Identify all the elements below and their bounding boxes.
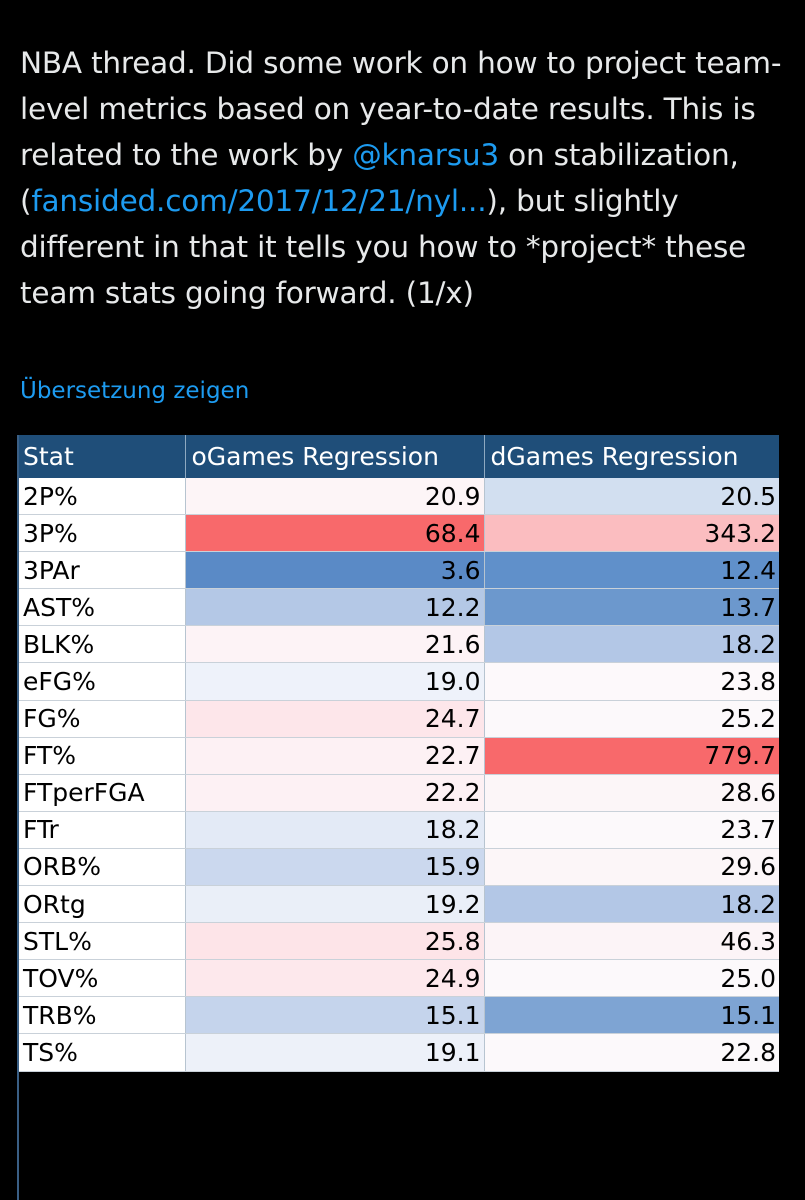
table-left-border xyxy=(17,435,19,1200)
cell-ogames: 20.9 xyxy=(185,478,485,516)
cell-dgames: 23.7 xyxy=(484,811,779,849)
cell-stat: FTr xyxy=(17,811,186,849)
cell-stat: STL% xyxy=(17,922,186,961)
header-stat: Stat xyxy=(17,435,186,478)
tweet-text: NBA thread. Did some work on how to proj… xyxy=(20,40,795,316)
cell-dgames: 22.8 xyxy=(484,1033,779,1072)
translate-link[interactable]: Übersetzung zeigen xyxy=(20,378,250,404)
cell-dgames: 779.7 xyxy=(484,737,779,775)
cell-ogames: 19.1 xyxy=(185,1033,485,1072)
table-row: 3P% 68.4 343.2 xyxy=(17,514,779,553)
cell-ogames: 22.2 xyxy=(185,774,485,812)
cell-ogames: 24.9 xyxy=(185,959,485,998)
tweet-text-part2: on stabilization, ( xyxy=(20,138,739,218)
cell-ogames: 68.4 xyxy=(185,514,485,553)
cell-stat: ORB% xyxy=(17,848,186,887)
table-row: eFG% 19.0 23.8 xyxy=(17,662,779,701)
table-row: FG% 24.7 25.2 xyxy=(17,700,779,738)
cell-dgames: 23.8 xyxy=(484,662,779,701)
cell-ogames: 21.6 xyxy=(185,625,485,664)
table-row: 2P% 20.9 20.5 xyxy=(17,478,779,516)
cell-stat: 3P% xyxy=(17,514,186,553)
cell-stat: 3PAr xyxy=(17,551,186,590)
article-link[interactable]: fansided.com/2017/12/21/nyl... xyxy=(31,184,487,218)
cell-stat: ORtg xyxy=(17,885,186,924)
regression-table: Stat oGames Regression dGames Regression… xyxy=(17,435,779,1072)
table-row: STL% 25.8 46.3 xyxy=(17,922,779,961)
cell-ogames: 3.6 xyxy=(185,551,485,590)
cell-ogames: 25.8 xyxy=(185,922,485,961)
cell-stat: FT% xyxy=(17,737,186,775)
header-dgames: dGames Regression xyxy=(484,435,779,478)
mention-link[interactable]: @knarsu3 xyxy=(352,138,499,172)
cell-stat: TRB% xyxy=(17,996,186,1035)
tweet-text-part1: NBA thread. Did some work on how to proj… xyxy=(20,46,782,172)
cell-stat: BLK% xyxy=(17,625,186,664)
cell-stat: TS% xyxy=(17,1033,186,1072)
cell-stat: TOV% xyxy=(17,959,186,998)
table-row: ORtg 19.2 18.2 xyxy=(17,885,779,924)
table-row: TS% 19.1 22.8 xyxy=(17,1033,779,1072)
table-row: AST% 12.2 13.7 xyxy=(17,588,779,627)
cell-dgames: 343.2 xyxy=(484,514,779,553)
header-ogames: oGames Regression xyxy=(185,435,485,478)
tweet-text-part3: ), but slightly different in that it tel… xyxy=(20,184,747,310)
stats-table-image[interactable]: Stat oGames Regression dGames Regression… xyxy=(17,435,779,1072)
cell-ogames: 24.7 xyxy=(185,700,485,738)
table-row: TOV% 24.9 25.0 xyxy=(17,959,779,998)
table-row: BLK% 21.6 18.2 xyxy=(17,625,779,664)
table-row: FT% 22.7 779.7 xyxy=(17,737,779,775)
cell-ogames: 19.2 xyxy=(185,885,485,924)
cell-stat: FTperFGA xyxy=(17,774,186,812)
cell-stat: FG% xyxy=(17,700,186,738)
cell-dgames: 12.4 xyxy=(484,551,779,590)
cell-dgames: 18.2 xyxy=(484,625,779,664)
cell-dgames: 13.7 xyxy=(484,588,779,627)
cell-ogames: 12.2 xyxy=(185,588,485,627)
cell-ogames: 22.7 xyxy=(185,737,485,775)
table-header-row: Stat oGames Regression dGames Regression xyxy=(17,435,779,478)
table-row: FTr 18.2 23.7 xyxy=(17,811,779,849)
cell-dgames: 29.6 xyxy=(484,848,779,887)
cell-ogames: 15.9 xyxy=(185,848,485,887)
cell-ogames: 18.2 xyxy=(185,811,485,849)
cell-dgames: 20.5 xyxy=(484,478,779,516)
cell-dgames: 18.2 xyxy=(484,885,779,924)
cell-stat: eFG% xyxy=(17,662,186,701)
cell-dgames: 28.6 xyxy=(484,774,779,812)
cell-stat: 2P% xyxy=(17,478,186,516)
cell-ogames: 15.1 xyxy=(185,996,485,1035)
table-row: TRB% 15.1 15.1 xyxy=(17,996,779,1035)
cell-dgames: 46.3 xyxy=(484,922,779,961)
table-row: ORB% 15.9 29.6 xyxy=(17,848,779,887)
cell-ogames: 19.0 xyxy=(185,662,485,701)
cell-dgames: 25.2 xyxy=(484,700,779,738)
cell-stat: AST% xyxy=(17,588,186,627)
cell-dgames: 15.1 xyxy=(484,996,779,1035)
table-row: 3PAr 3.6 12.4 xyxy=(17,551,779,590)
cell-dgames: 25.0 xyxy=(484,959,779,998)
table-row: FTperFGA 22.2 28.6 xyxy=(17,774,779,812)
